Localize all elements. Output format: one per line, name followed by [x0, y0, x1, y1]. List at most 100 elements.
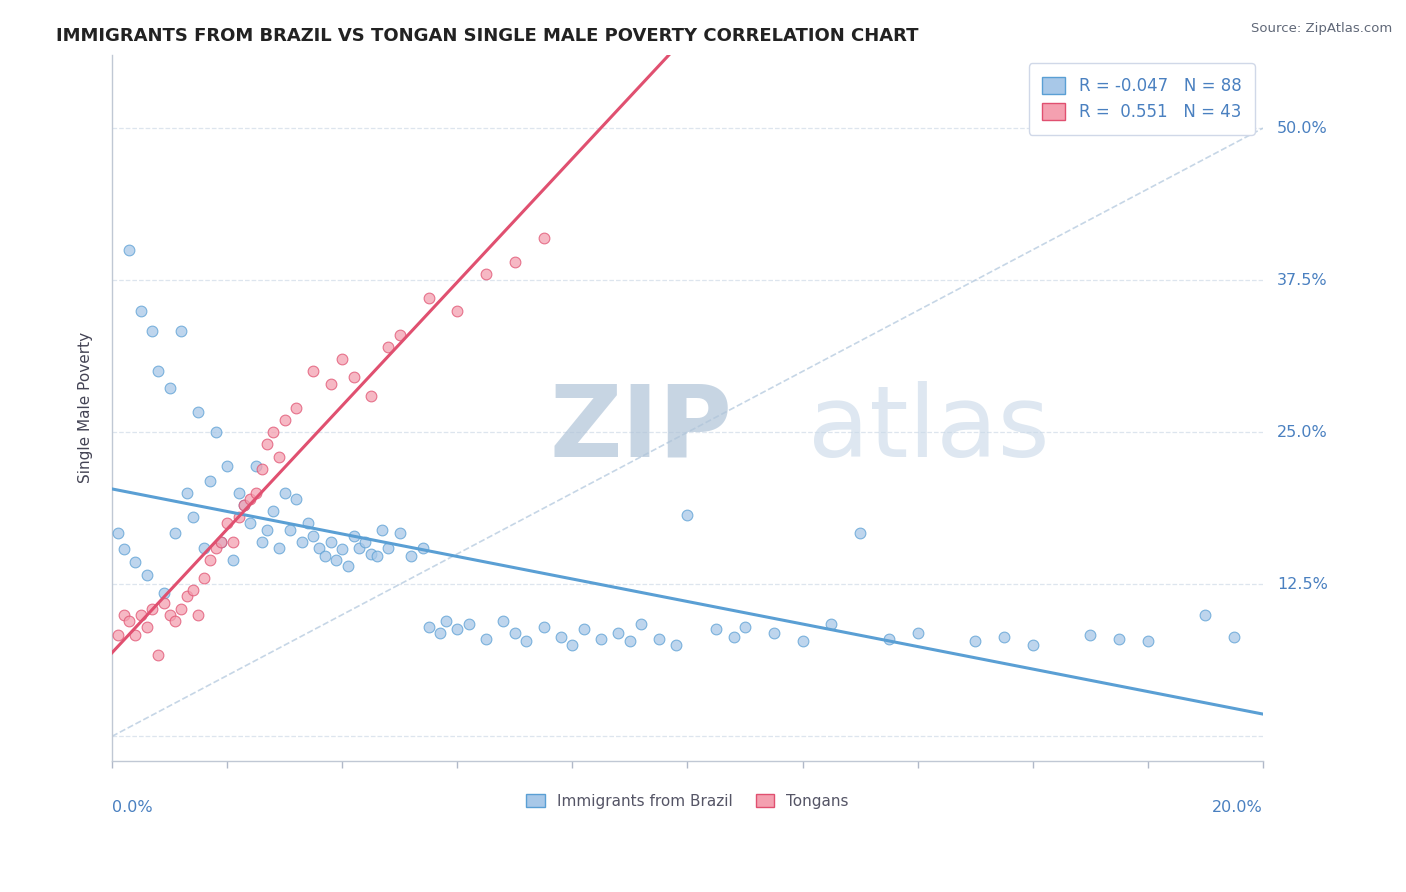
Point — [302, 528, 325, 542]
Point — [412, 541, 434, 555]
Point — [146, 648, 169, 662]
Point — [159, 607, 181, 622]
Text: 25.0%: 25.0% — [1277, 425, 1327, 440]
Point — [360, 547, 382, 561]
Point — [550, 630, 572, 644]
Point — [561, 638, 583, 652]
Point — [1136, 634, 1159, 648]
Point — [492, 614, 515, 628]
Point — [319, 376, 342, 391]
Point — [153, 586, 176, 600]
Point — [256, 523, 278, 537]
Point — [434, 614, 457, 628]
Text: 50.0%: 50.0% — [1277, 120, 1327, 136]
Point — [762, 626, 785, 640]
Point — [1108, 632, 1130, 646]
Point — [129, 303, 152, 318]
Point — [820, 617, 842, 632]
Point — [239, 492, 262, 507]
Point — [665, 638, 688, 652]
Point — [285, 492, 308, 507]
Point — [648, 632, 671, 646]
Point — [159, 381, 181, 395]
Point — [267, 450, 290, 464]
Point — [176, 486, 198, 500]
Point — [291, 534, 314, 549]
Point — [429, 626, 451, 640]
Point — [222, 534, 245, 549]
Point — [135, 567, 157, 582]
Point — [1194, 607, 1216, 622]
Point — [676, 508, 699, 522]
Point — [371, 523, 394, 537]
Point — [280, 523, 302, 537]
Point — [319, 534, 342, 549]
Point — [193, 571, 215, 585]
Point — [1022, 638, 1045, 652]
Point — [849, 526, 872, 541]
Point — [308, 541, 330, 555]
Point — [330, 541, 353, 556]
Text: ZIP: ZIP — [550, 381, 733, 477]
Text: 20.0%: 20.0% — [1212, 799, 1263, 814]
Point — [533, 230, 555, 244]
Text: 37.5%: 37.5% — [1277, 273, 1327, 288]
Point — [153, 595, 176, 609]
Point — [198, 553, 221, 567]
Point — [343, 370, 366, 384]
Point — [181, 583, 204, 598]
Point — [209, 534, 232, 549]
Point — [217, 516, 239, 531]
Text: 0.0%: 0.0% — [112, 799, 153, 814]
Point — [267, 541, 290, 555]
Point — [572, 622, 595, 636]
Point — [198, 474, 221, 488]
Point — [446, 622, 468, 636]
Point — [377, 340, 399, 354]
Point — [907, 626, 929, 640]
Point — [118, 243, 141, 257]
Point — [330, 352, 353, 367]
Point — [124, 628, 146, 642]
Point — [112, 607, 135, 622]
Point — [165, 526, 187, 541]
Point — [446, 303, 468, 318]
Point — [222, 553, 245, 567]
Point — [262, 504, 284, 518]
Text: atlas: atlas — [808, 381, 1050, 477]
Point — [314, 549, 336, 564]
Point — [457, 617, 479, 632]
Point — [170, 601, 193, 615]
Point — [239, 516, 262, 531]
Point — [124, 555, 146, 569]
Point — [228, 510, 250, 524]
Point — [245, 459, 267, 474]
Point — [734, 620, 756, 634]
Point — [325, 553, 347, 567]
Point — [1223, 630, 1246, 644]
Point — [336, 559, 359, 574]
Point — [233, 498, 256, 512]
Point — [135, 620, 157, 634]
Point — [354, 534, 377, 549]
Point — [630, 617, 652, 632]
Point — [141, 324, 163, 338]
Point — [377, 541, 399, 555]
Point — [273, 413, 295, 427]
Point — [366, 549, 388, 564]
Y-axis label: Single Male Poverty: Single Male Poverty — [79, 333, 93, 483]
Point — [515, 634, 537, 648]
Point — [228, 486, 250, 500]
Text: IMMIGRANTS FROM BRAZIL VS TONGAN SINGLE MALE POVERTY CORRELATION CHART: IMMIGRANTS FROM BRAZIL VS TONGAN SINGLE … — [56, 27, 918, 45]
Point — [245, 486, 267, 500]
Point — [165, 614, 187, 628]
Point — [118, 614, 141, 628]
Point — [193, 541, 215, 555]
Point — [112, 541, 135, 556]
Point — [877, 632, 900, 646]
Point — [107, 526, 129, 541]
Point — [1078, 628, 1101, 642]
Point — [704, 622, 727, 636]
Point — [107, 628, 129, 642]
Point — [388, 327, 411, 342]
